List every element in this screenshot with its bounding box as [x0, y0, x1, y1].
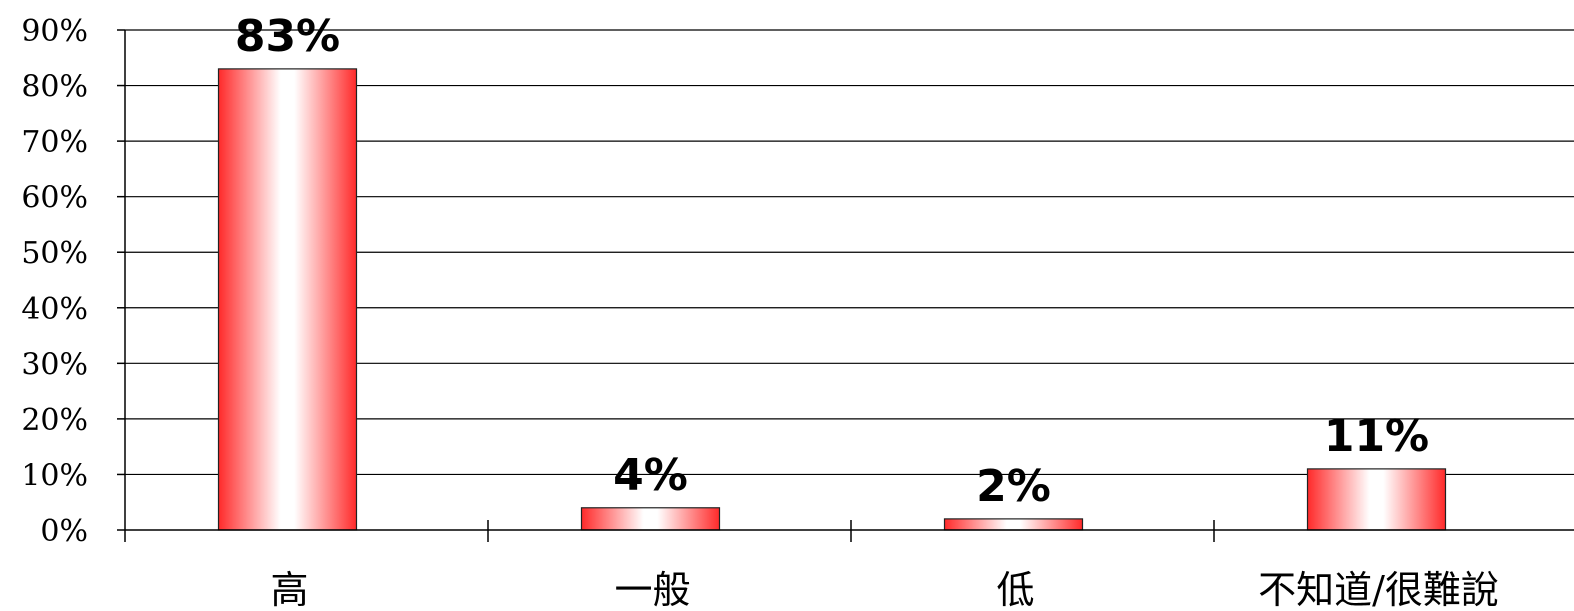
x-tick-label: 不知道/很難說 — [1258, 568, 1499, 611]
bar — [580, 507, 721, 531]
data-label: 4% — [613, 450, 688, 501]
data-label: 2% — [976, 461, 1051, 512]
data-label: 83% — [235, 11, 340, 62]
x-tick-label: 高 — [270, 568, 308, 611]
x-tick-label: 一般 — [614, 568, 690, 611]
y-tick-label: 50% — [21, 236, 88, 271]
y-tick-label: 60% — [21, 181, 88, 216]
bar — [943, 518, 1084, 531]
y-tick-label: 20% — [21, 403, 88, 438]
axes — [124, 30, 1574, 542]
bars — [217, 68, 1447, 531]
bar — [217, 68, 358, 531]
data-labels: 83% 4% 2% 11% — [235, 11, 1429, 512]
y-tick-label: 90% — [21, 14, 88, 49]
gridlines — [125, 29, 1574, 476]
data-label: 11% — [1324, 411, 1429, 462]
y-tick-label: 30% — [21, 347, 88, 382]
y-tick-label: 10% — [21, 458, 88, 493]
x-tick-label: 低 — [996, 568, 1034, 611]
y-tick-label: 70% — [21, 125, 88, 160]
x-axis-labels: 高 一般 低 不知道/很難說 — [270, 568, 1498, 611]
y-tick-label: 40% — [21, 292, 88, 327]
bar — [1306, 468, 1447, 531]
y-tick-label: 0% — [40, 514, 88, 549]
y-tick-label: 80% — [21, 70, 88, 105]
y-axis-ticks: 0% 10% 20% 30% 40% 50% 60% 70% 80% 90% — [21, 14, 125, 549]
